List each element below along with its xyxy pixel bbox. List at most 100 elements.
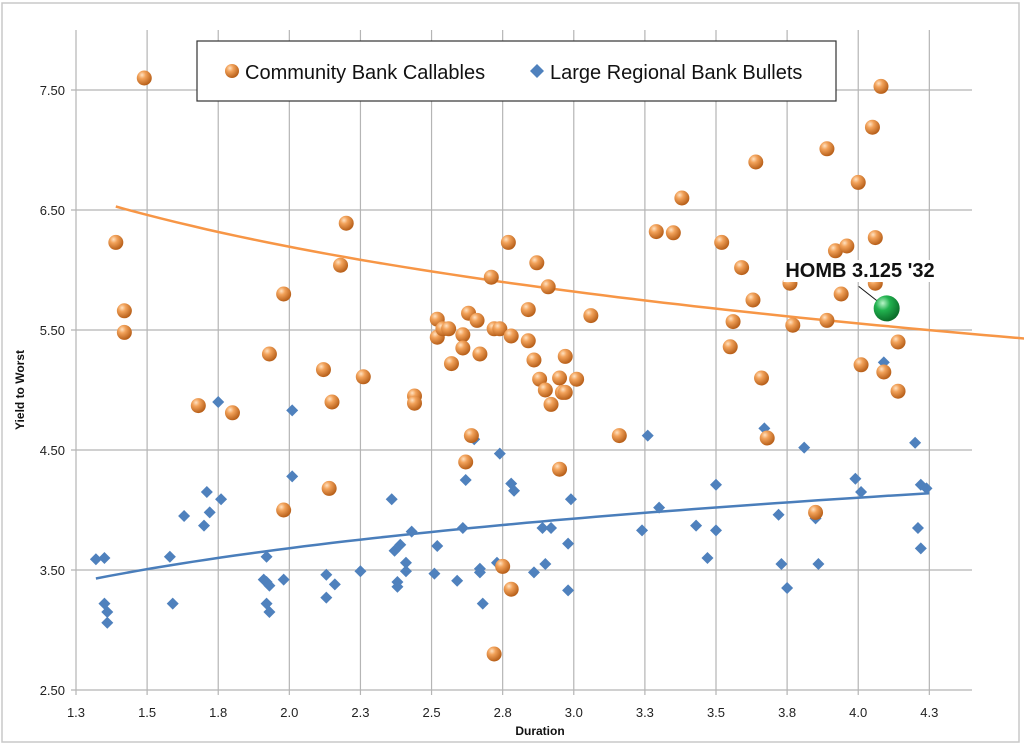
regional-bullet-point [320,591,333,604]
community-callable-point [722,339,738,355]
community-callable-point [748,154,764,170]
community-callable-point [890,383,906,399]
regional-bullet-point [920,482,933,495]
community-callable-point [503,581,519,597]
community-callable-point [648,224,664,240]
community-callable-point [472,346,488,362]
community-callable-point [808,504,824,520]
community-callable-point [543,396,559,412]
community-callable-point [583,308,599,324]
community-callable-point [867,230,883,246]
regional-bullet-point [710,478,722,491]
community-callable-point [725,314,741,330]
community-callable-point [463,428,479,444]
community-callable-point [569,371,585,387]
regional-bullet-point [914,542,927,555]
community-callable-point [850,174,866,190]
community-callable-point [520,302,536,318]
x-tick-label: 1.5 [138,705,156,720]
regional-bullet-point [527,566,540,579]
community-callable-point [665,225,681,241]
regional-bullet-point [101,606,114,618]
regional-bullet-point [812,558,825,570]
regional-bullet-point [536,522,549,534]
regional-bullet-point [701,552,714,564]
annotation: HOMB 3.125 '32 [783,260,937,322]
community-callable-point [557,348,573,364]
community-callable-point [890,334,906,350]
regional-bullet-point [286,470,299,483]
community-callable-point [674,190,690,206]
community-callable-point [754,370,770,386]
regional-bullet-point [98,552,111,564]
community-callable-point [611,428,627,444]
x-tick-label: 3.0 [565,705,583,720]
regional-bullet-point [562,537,575,550]
community-callable-point [876,364,892,380]
community-callable-point [458,454,474,470]
legend-label-regional: Large Regional Bank Bullets [550,62,802,84]
community-callable-point [540,279,556,295]
regional-bullet-point [781,582,794,594]
community-callable-point [406,395,422,411]
legend-box [196,40,837,102]
regional-bullet-point [855,486,868,498]
community-callable-point [557,384,573,400]
y-tick-label: 2.50 [40,683,65,698]
x-tick-label: 2.3 [351,705,369,720]
regional-bullet-point [690,519,703,532]
regional-bullet-point [428,567,441,580]
regional-bullet-point [798,441,811,454]
community-callable-point [520,333,536,349]
legend: Community Bank Callables Large Regional … [196,40,837,102]
community-callable-point [526,352,542,368]
regional-bullet-point [493,447,506,460]
regional-bullet-point [394,538,407,551]
regional-bullet-point [354,565,367,578]
community-callable-point [500,234,516,250]
y-tick-label: 6.50 [40,203,65,218]
community-callable-point [455,340,471,356]
community-callable-point [819,312,835,328]
community-trendline [115,205,1024,340]
regional-bullet-point [260,550,273,563]
x-tick-label: 1.8 [209,705,227,720]
x-tick-label: 2.8 [494,705,512,720]
regional-bullet-point [641,429,654,442]
y-tick-label: 4.50 [40,443,65,458]
regional-bullet-point [215,493,228,506]
regional-bullet-point [101,616,114,629]
community-callable-point [136,70,152,86]
community-callable-point [537,382,553,398]
x-tick-label: 3.5 [707,705,725,720]
community-callable-point [333,257,349,273]
community-callable-point [108,234,124,250]
legend-label-community: Community Bank Callables [245,62,485,84]
regional-bullet-point [911,522,924,534]
community-callable-point [827,243,843,259]
regional-bullet-point [539,558,552,570]
community-callable-point [552,461,568,477]
x-tick-label: 2.0 [280,705,298,720]
x-tick-label: 2.5 [423,705,441,720]
regional-bullet-point [564,493,577,506]
community-callable-point [833,286,849,302]
regional-bullet-point [320,568,333,581]
community-callable-point [495,558,511,574]
community-callable-point [714,234,730,250]
community-callable-point [315,362,331,378]
community-callable-point [759,430,775,446]
gridlines [71,30,972,695]
community-callable-point [324,394,340,410]
community-callable-point [492,321,508,337]
y-tick-label: 5.50 [40,323,65,338]
regional-bullet-point [263,579,276,592]
regional-bullet-point [909,436,922,449]
community-callable-point [441,321,457,337]
regional-bullet-point [203,506,216,519]
regional-bullet-point [212,396,225,408]
annotation-label: HOMB 3.125 '32 [785,260,934,282]
x-axis-title: Duration [515,724,564,738]
